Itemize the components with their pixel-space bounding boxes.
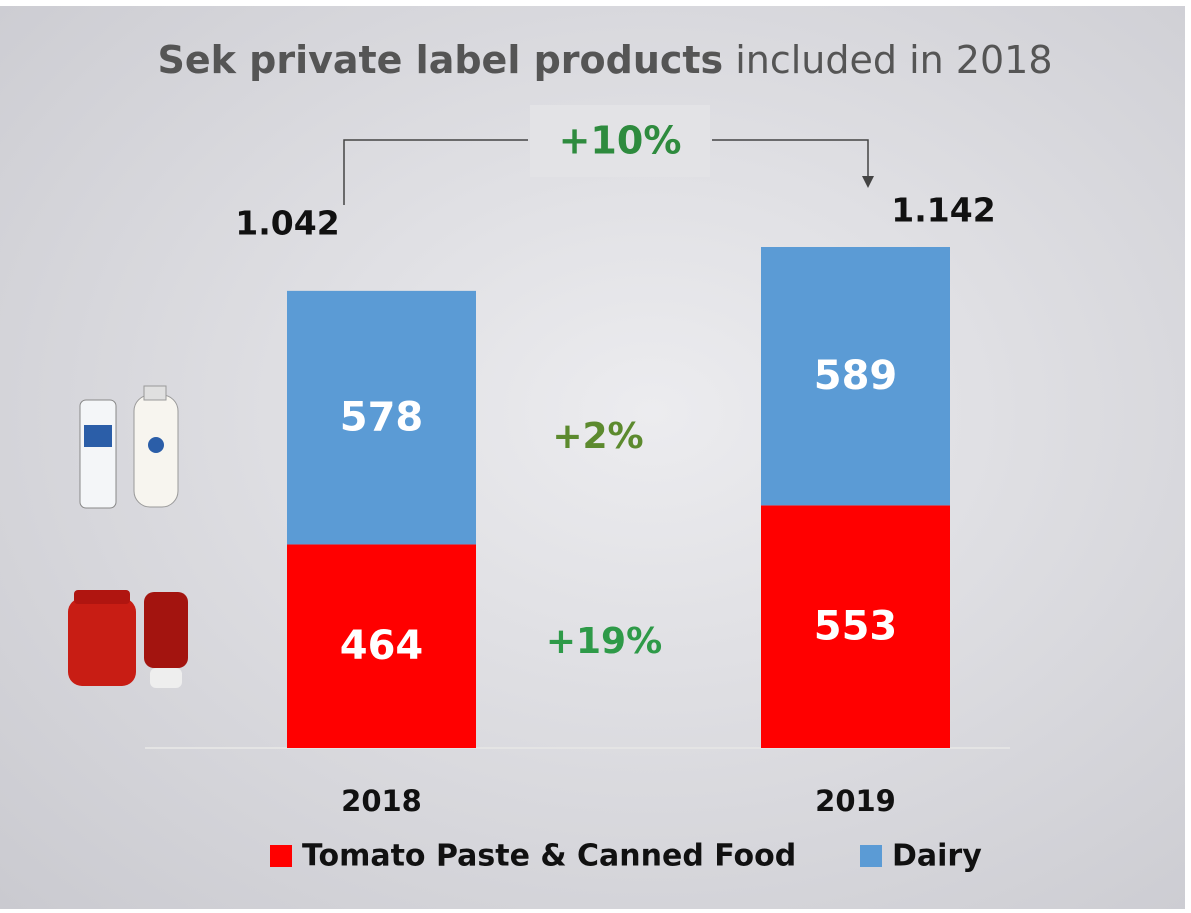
tomato-growth: +19%	[546, 621, 662, 662]
growth-box	[530, 105, 710, 177]
bar-segment	[287, 290, 476, 545]
total-growth: +10%	[559, 119, 682, 163]
chart-title: Sek private label products included in 20…	[157, 38, 1052, 82]
bar-segment	[287, 544, 476, 748]
legend-swatch	[270, 845, 292, 867]
growth-connector	[712, 139, 869, 178]
total-label: 1.042	[235, 203, 339, 242]
x-tick-label: 2019	[815, 784, 896, 818]
legend-label: Tomato Paste & Canned Food	[302, 839, 796, 874]
bar-segment	[761, 247, 950, 506]
title-rest: included in 2018	[735, 38, 1052, 82]
legend-label: Dairy	[892, 839, 982, 874]
legend-swatch	[860, 845, 882, 867]
dairy-icon	[79, 385, 179, 509]
segment-label: 553	[814, 604, 898, 650]
bar-segment	[761, 505, 950, 748]
title-bold: Sek private label products	[157, 38, 723, 82]
total-label: 1.142	[891, 191, 995, 230]
growth-connector	[343, 139, 528, 205]
segment-label: 589	[814, 353, 898, 399]
segment-label: 464	[340, 623, 424, 669]
dairy-growth: +2%	[552, 416, 643, 457]
arrow-head	[862, 176, 874, 188]
segment-label: 578	[340, 395, 424, 441]
x-tick-label: 2018	[341, 784, 422, 818]
tomato-icon	[68, 590, 188, 688]
